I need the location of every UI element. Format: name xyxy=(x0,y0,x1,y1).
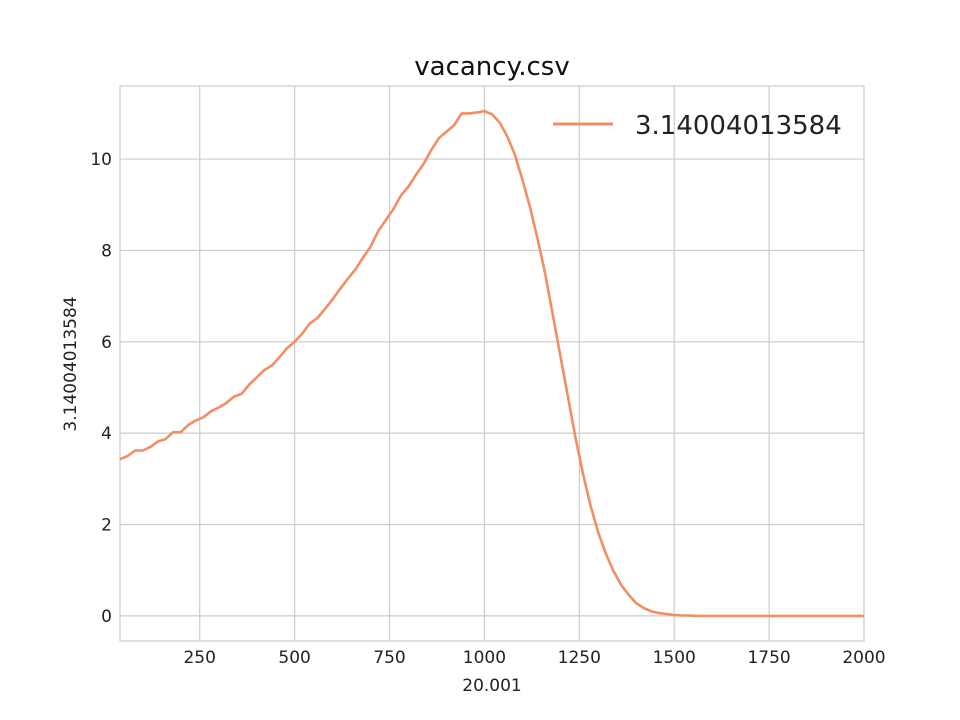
x-tick-label: 1750 xyxy=(747,648,790,668)
y-tick-label: 10 xyxy=(90,150,112,170)
chart-title: vacancy.csv xyxy=(414,52,570,82)
plot-area xyxy=(119,85,865,642)
y-tick-label: 4 xyxy=(101,424,112,444)
x-tick-label: 500 xyxy=(278,648,310,668)
series-layer xyxy=(119,109,864,618)
x-axis-ticks: 250 500 750 1000 1250 1500 1750 2000 xyxy=(183,648,885,668)
y-axis-label: 3.14004013584 xyxy=(61,296,81,431)
x-axis-label: 20.001 xyxy=(462,676,521,696)
legend-label: 3.14004013584 xyxy=(635,111,842,141)
x-tick-label: 1000 xyxy=(463,648,506,668)
x-tick-label: 1500 xyxy=(653,648,696,668)
x-tick-label: 250 xyxy=(183,648,215,668)
y-tick-label: 8 xyxy=(101,241,112,261)
x-tick-label: 2000 xyxy=(842,648,885,668)
grid-lines xyxy=(120,86,865,641)
y-tick-label: 2 xyxy=(101,516,112,536)
legend: 3.14004013584 xyxy=(553,111,842,141)
y-tick-label: 0 xyxy=(101,607,112,627)
x-tick-label: 750 xyxy=(373,648,405,668)
y-axis-ticks: 0 2 4 6 8 10 xyxy=(90,150,112,627)
x-tick-label: 1250 xyxy=(558,648,601,668)
y-tick-label: 6 xyxy=(101,333,112,353)
series-line xyxy=(119,109,864,618)
